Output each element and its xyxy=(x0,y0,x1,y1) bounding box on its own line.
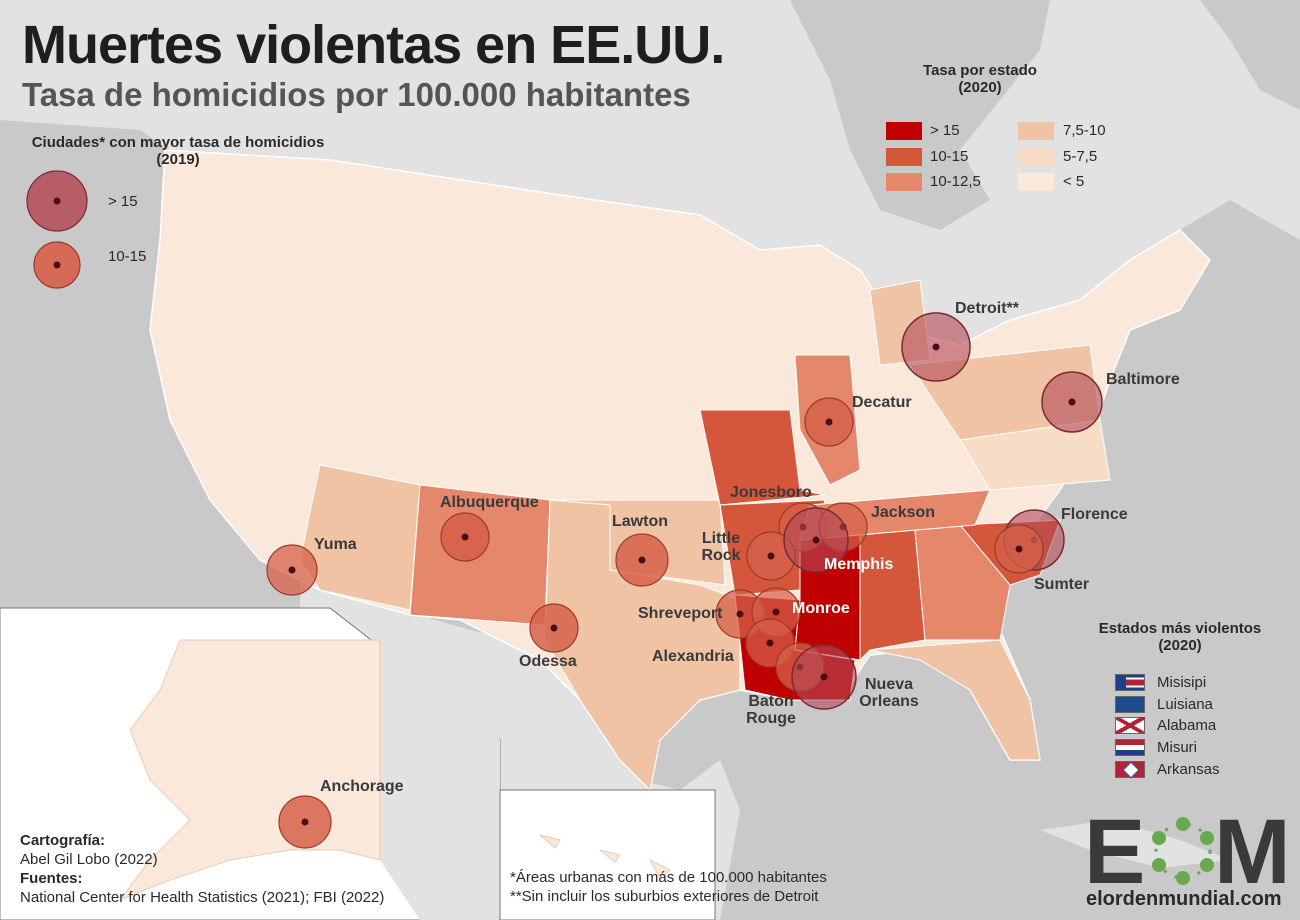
city-label-albuquerque: Albuquerque xyxy=(440,494,539,511)
city-markers xyxy=(266,312,1103,849)
state-florida xyxy=(869,639,1041,761)
state-legend-label-1: 10-15 xyxy=(930,148,969,165)
flag-alabama-cross-icon xyxy=(1115,717,1145,734)
flag-misisipi-icon xyxy=(1115,674,1145,691)
city-label-florence: Florence xyxy=(1061,506,1128,523)
city-label-alexandria: Alexandria xyxy=(652,648,734,665)
credits-cartography-label: Cartografía: xyxy=(20,832,106,849)
swatch-0 xyxy=(886,122,922,140)
page-title: Muertes violentas en EE.UU. xyxy=(22,15,725,75)
page-subtitle: Tasa de homicidios por 100.000 habitante… xyxy=(22,76,691,113)
swatch-5 xyxy=(1018,173,1054,191)
marker-sumter xyxy=(994,524,1044,574)
cuba xyxy=(1040,820,1230,868)
city-label-jackson: Jackson xyxy=(871,504,936,521)
marker-memphis xyxy=(783,507,849,573)
state-missouri xyxy=(699,409,826,506)
marker-anchorage xyxy=(278,795,332,849)
city-label-lawton: Lawton xyxy=(612,513,668,530)
swatch-2 xyxy=(886,173,922,191)
state-arizona xyxy=(299,464,421,611)
marker-baltimore xyxy=(1041,371,1103,433)
city-label-detroit: Detroit** xyxy=(955,300,1020,317)
swatch-4 xyxy=(1018,148,1054,166)
city-legend-dot-small xyxy=(53,261,61,269)
city-label-sumter: Sumter xyxy=(1034,576,1090,593)
marker-yuma xyxy=(266,544,318,596)
city-label-shreveport: Shreveport xyxy=(638,605,723,622)
city-label-little-rock: Little Rock xyxy=(701,530,741,564)
note-detroit: **Sin incluir los suburbios exteriores d… xyxy=(510,888,819,905)
hudson-bay xyxy=(790,0,1050,230)
violent-state-2: Alabama xyxy=(1157,717,1217,734)
city-label-baton-rouge: Baton Rouge xyxy=(746,693,796,727)
city-label-nueva-orleans: Nueva Orleans xyxy=(859,676,919,710)
labrador-sea xyxy=(1200,0,1300,110)
state-legend-swatches xyxy=(886,122,1054,191)
city-label-odessa: Odessa xyxy=(519,653,577,670)
violent-states-title: Estados más violentos (2020) xyxy=(1098,620,1262,654)
city-legend-circles xyxy=(26,170,88,289)
city-label-yuma: Yuma xyxy=(314,536,357,553)
marker-lawton xyxy=(615,533,669,587)
swatch-3 xyxy=(1018,122,1054,140)
hawaii-islands xyxy=(539,834,671,879)
violent-state-4: Arkansas xyxy=(1157,761,1220,778)
svg-text:M: M xyxy=(1214,801,1291,903)
note-urban-areas: *Áreas urbanas con más de 100.000 habita… xyxy=(510,869,827,886)
city-label-monroe: Monroe xyxy=(792,600,850,617)
violent-state-0: Misisipi xyxy=(1157,674,1207,691)
violent-state-3: Misuri xyxy=(1157,739,1197,756)
state-virginia-nc xyxy=(959,419,1111,491)
city-legend-title: Ciudades* con mayor tasa de homicidios (… xyxy=(31,134,325,168)
marker-odessa xyxy=(529,603,579,653)
logo-site-name[interactable]: elordenmundial.com xyxy=(1086,888,1282,910)
city-label-decatur: Decatur xyxy=(852,394,912,411)
violent-state-1: Luisiana xyxy=(1157,696,1213,713)
alaska-canada xyxy=(380,640,500,920)
state-legend-label-0: > 15 xyxy=(930,122,960,139)
city-legend-label-0: > 15 xyxy=(108,193,138,210)
marker-detroit xyxy=(901,312,971,382)
state-legend-label-4: 5-7,5 xyxy=(1063,148,1098,165)
state-legend-title: Tasa por estado (2020) xyxy=(923,62,1037,96)
credits-sources-value: National Center for Health Statistics (2… xyxy=(20,889,385,906)
city-label-baltimore: Baltimore xyxy=(1106,371,1180,388)
state-legend-label-5: < 5 xyxy=(1063,173,1085,190)
flag-arkansas-icon xyxy=(1115,761,1145,779)
city-label-memphis: Memphis xyxy=(824,556,894,573)
marker-decatur xyxy=(804,397,854,447)
city-label-anchorage: Anchorage xyxy=(320,778,404,795)
flag-misuri-icon xyxy=(1115,739,1145,756)
logo-graphic: E M xyxy=(1084,801,1291,903)
svg-text:E: E xyxy=(1084,801,1145,903)
city-legend-label-1: 10-15 xyxy=(108,248,147,265)
city-legend-dot-large xyxy=(53,197,61,205)
state-legend-label-3: 7,5-10 xyxy=(1063,122,1106,139)
credits-cartography-value: Abel Gil Lobo (2022) xyxy=(20,851,158,868)
swatch-1 xyxy=(886,148,922,166)
state-alabama xyxy=(859,529,926,662)
flag-luisiana-icon xyxy=(1115,696,1145,713)
state-legend-label-2: 10-12,5 xyxy=(930,173,981,190)
marker-nueva-orleans xyxy=(791,644,857,710)
credits-sources-label: Fuentes: xyxy=(20,870,83,887)
city-label-jonesboro: Jonesboro xyxy=(730,484,812,501)
marker-albuquerque xyxy=(440,512,490,562)
